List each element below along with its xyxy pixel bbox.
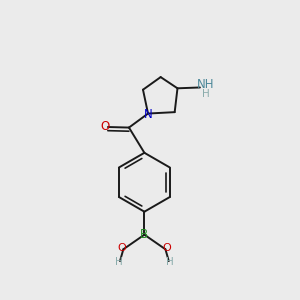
Text: O: O	[100, 120, 109, 133]
Text: O: O	[163, 243, 171, 253]
Text: H: H	[166, 256, 174, 267]
Text: N: N	[144, 108, 153, 121]
Text: B: B	[140, 228, 148, 241]
Text: H: H	[202, 88, 209, 99]
Text: NH: NH	[197, 78, 214, 91]
Text: H: H	[115, 256, 122, 267]
Text: O: O	[118, 243, 126, 253]
